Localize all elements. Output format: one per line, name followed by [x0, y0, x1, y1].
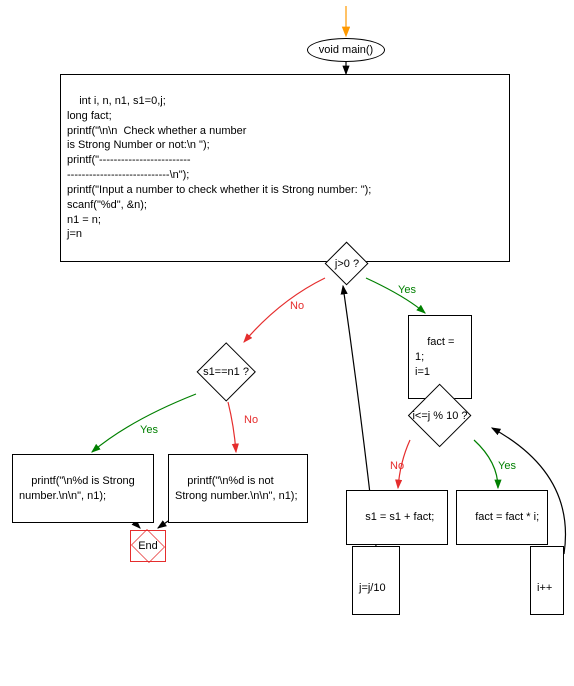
edge-label: No — [244, 414, 258, 426]
node-end: End — [130, 530, 166, 562]
edge-label: No — [390, 460, 404, 472]
node-main-label: void main() — [319, 44, 373, 56]
edge-label: Yes — [498, 460, 516, 472]
node-main: void main() — [307, 38, 385, 62]
node-jdiv-label: j=j/10 — [359, 582, 386, 594]
edge-label: No — [290, 300, 304, 312]
node-cond-j: j>0 ? — [314, 242, 380, 286]
node-cond-s1: s1==n1 ? — [174, 342, 278, 402]
node-fact1-label: fact = 1; i=1 — [415, 336, 458, 378]
node-init: int i, n, n1, s1=0,j; long fact; printf(… — [60, 74, 510, 262]
node-s1-label: s1 = s1 + fact; — [365, 511, 434, 523]
node-ipp-label: i++ — [537, 582, 552, 594]
flowchart-canvas: void main() int i, n, n1, s1=0,j; long f… — [0, 0, 574, 686]
node-s1: s1 = s1 + fact; — [346, 490, 448, 545]
node-factmul: fact = fact * i; — [456, 490, 548, 545]
edge-label: Yes — [140, 424, 158, 436]
edge-label: Yes — [398, 284, 416, 296]
node-end-label: End — [138, 540, 158, 552]
node-notstrong-label: printf("\n%d is not Strong number.\n\n",… — [175, 475, 298, 502]
node-cond-i: i<=j % 10 ? — [385, 384, 495, 448]
node-factmul-label: fact = fact * i; — [475, 511, 539, 523]
node-isstrong-label: printf("\n%d is Strong number.\n\n", n1)… — [19, 475, 135, 502]
node-isstrong: printf("\n%d is Strong number.\n\n", n1)… — [12, 454, 154, 523]
node-jdiv: j=j/10 — [352, 546, 400, 615]
node-init-label: int i, n, n1, s1=0,j; long fact; printf(… — [67, 95, 371, 241]
node-ipp: i++ — [530, 546, 564, 615]
node-notstrong: printf("\n%d is not Strong number.\n\n",… — [168, 454, 308, 523]
